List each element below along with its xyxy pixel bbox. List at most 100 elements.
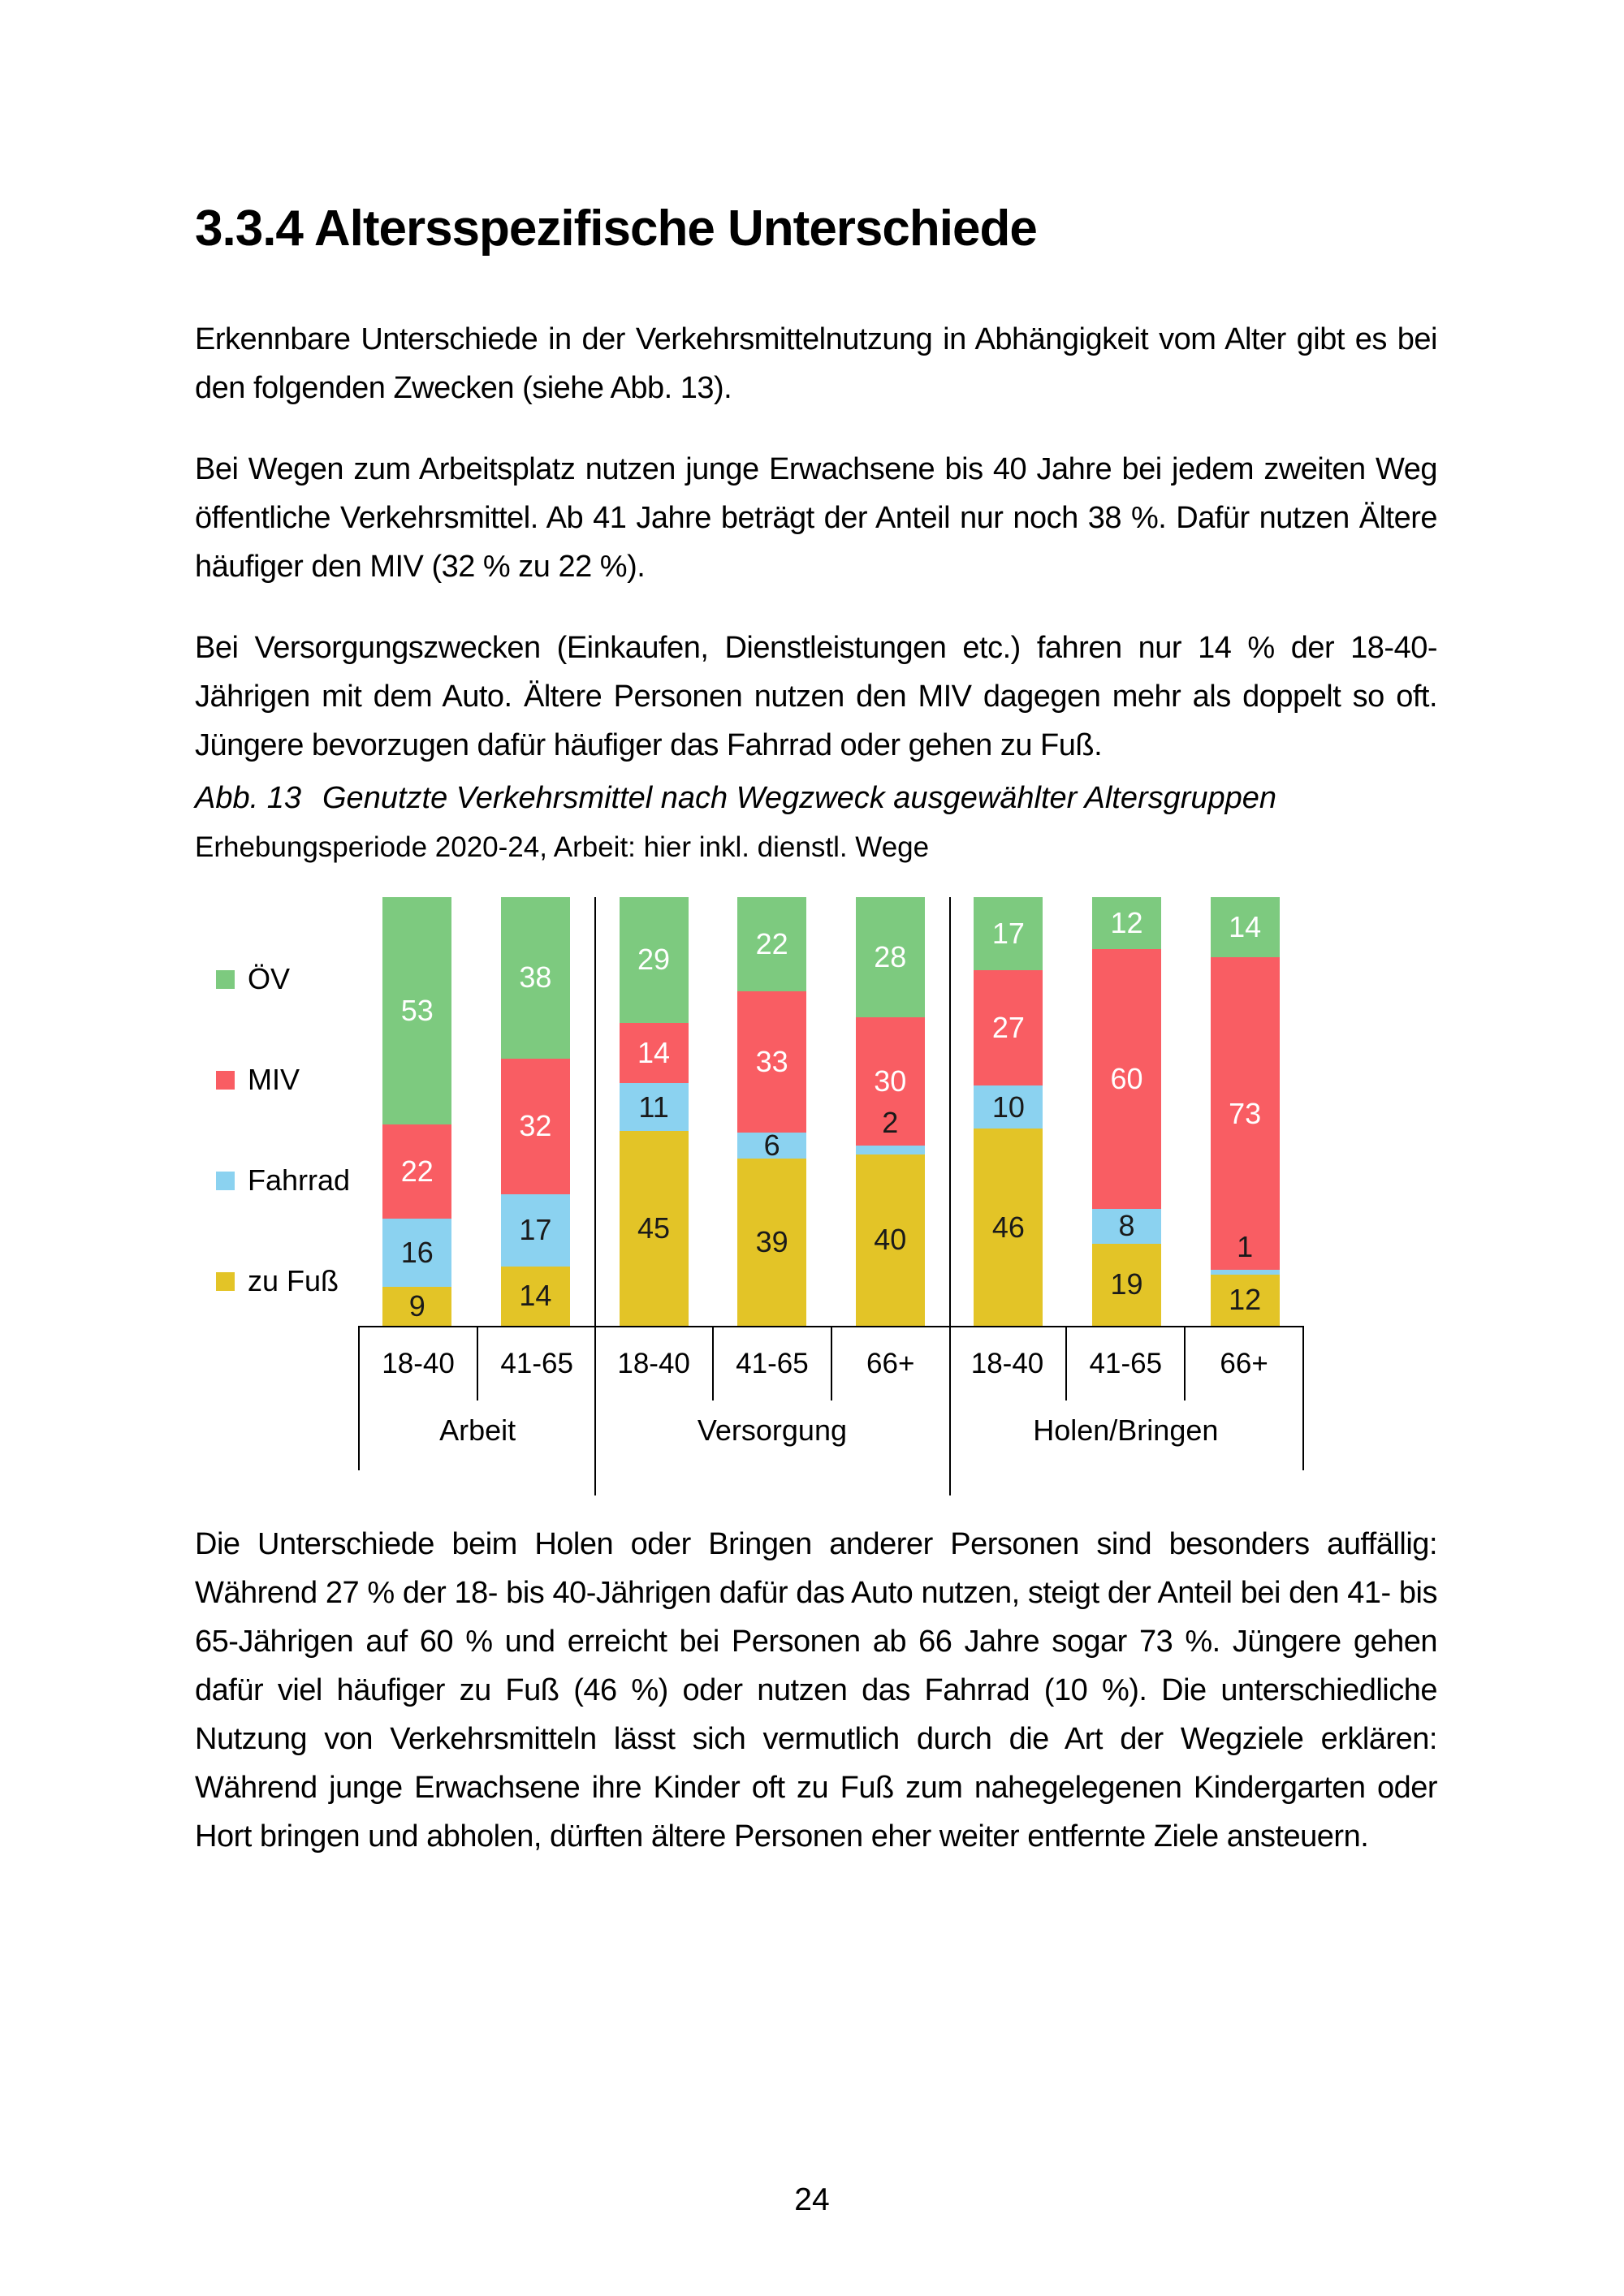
bar-value-label: 53 [400,993,434,1027]
bar-arbeit-18-40: 53 22 16 9 [382,897,452,1326]
bar-segment-oev: 14 [1210,897,1280,957]
bar-segment-zu-fuss: 9 [382,1287,452,1326]
bar-value-label: 8 [1118,1209,1135,1243]
bar-segment-miv: 73 [1210,956,1280,1271]
bar-segment-oev: 53 [382,897,452,1124]
axis-age-label: 66+ [1220,1348,1268,1379]
bar-segment-miv: 33 [737,991,807,1133]
bar-slot: 38 32 17 14 [477,897,595,1326]
paragraph-1: Erkennbare Unterschiede in der Verkehrsm… [195,322,1438,405]
bar-segment-fahrrad: 6 [737,1129,807,1163]
bar-segment-zu-fuss: 40 [855,1154,925,1326]
axis-age-label: 18-40 [949,1327,1068,1400]
axis-age-label: 18-40 [595,1327,715,1400]
axis-age-row: 18-40 41-65 18-40 41-65 66+ 18-40 41-65 66+ [360,1327,1302,1400]
bar-value-label: 32 [519,1109,552,1143]
bar-value-label: 2 [882,1106,899,1140]
bar-value-label: 9 [408,1289,425,1323]
bar-segment-fahrrad: 2 [855,1108,925,1154]
bar-segment-fahrrad: 10 [974,1085,1043,1129]
bar-value-label: 12 [1229,1283,1262,1317]
bar-slot: 22 33 6 39 [713,897,831,1326]
bar-slot: 12 60 8 19 [1068,897,1186,1326]
bar-segment-fahrrad: 8 [1092,1209,1162,1244]
axis-group-label-holen-bringen: Holen/Bringen [1033,1413,1219,1447]
axis-group-label-versorgung: Versorgung [697,1413,847,1447]
figure-caption-label: Abb. 13 [195,781,301,815]
bar-segment-oev: 28 [855,897,925,1017]
legend-label-fahrrad: Fahrrad [248,1163,351,1197]
bar-holen-bringen-66: 14 73 1 12 [1210,897,1280,1326]
bar-versorgung-66: 28 30 2 40 [855,897,925,1326]
bar-value-label: 22 [400,1154,434,1188]
bar-value-label: 14 [519,1279,552,1313]
bar-segment-oev: 38 [500,897,570,1059]
legend-label-zu-fuss: zu Fuß [248,1264,339,1297]
legend-swatch-miv [216,1070,235,1090]
bar-value-label: 14 [1229,909,1262,943]
bar-segment-zu-fuss: 19 [1092,1243,1162,1326]
bar-value-label: 38 [519,960,552,995]
plot-bars: 53 22 16 9 38 32 17 14 29 14 11 45 22 33 6 39 28 30 2 40 17 2… [358,897,1304,1326]
section-heading: 3.3.4 Altersspezifische Unterschiede [195,201,1038,257]
bar-segment-fahrrad: 16 [382,1218,452,1288]
legend-swatch-oev [216,969,235,989]
figure-caption: Abb. 13 Genutzte Verkehrsmittel nach Weg… [195,781,1437,816]
bar-segment-miv: 27 [974,969,1043,1086]
paragraph-3: Bei Versorgungszwecken (Einkaufen, Diens… [195,631,1438,762]
bar-slot: 29 14 11 45 [594,897,713,1326]
bar-value-label: 1 [1237,1230,1254,1264]
chart-legend: ÖV MIV Fahrrad zu Fuß [216,962,350,1298]
axis-age-label: 41-65 [500,1348,573,1379]
bar-value-label: 60 [1110,1062,1143,1095]
bar-segment-oev: 12 [1092,897,1162,949]
bar-segment-fahrrad: 1 [1210,1232,1280,1275]
group-separator-2 [949,897,951,1495]
bar-segment-miv: 60 [1092,949,1162,1209]
bar-slot: 14 73 1 12 [1186,897,1304,1326]
bar-segment-miv: 32 [500,1058,570,1194]
bar-value-label: 28 [874,939,907,973]
bar-segment-miv: 14 [619,1022,689,1084]
axis-group-row: Arbeit Versorgung Holen/Bringen [360,1400,1302,1472]
paragraph-4: Die Unterschiede beim Holen oder Bringen… [195,1527,1438,1854]
bar-value-label: 12 [1110,906,1143,939]
bar-slot: 28 30 2 40 [831,897,950,1326]
bar-holen-bringen-41-65: 12 60 8 19 [1092,897,1162,1326]
axis-age-group-holen-bringen: 18-40 41-65 66+ [949,1327,1302,1400]
bar-segment-fahrrad: 17 [500,1193,570,1267]
legend-item-oev: ÖV [216,962,350,996]
page-number: 24 [794,2182,830,2217]
axis-age-label: 41-65 [714,1327,832,1400]
legend-swatch-zu-fuss [216,1271,235,1291]
axis-age-label: 41-65 [1067,1327,1186,1400]
bar-value-label: 10 [991,1090,1025,1124]
bar-value-label: 17 [991,916,1025,950]
bar-value-label: 73 [1229,1096,1262,1130]
figure-subcaption: Erhebungsperiode 2020-24, Arbeit: hier i… [195,831,930,863]
bar-segment-fahrrad: 11 [619,1083,689,1131]
bar-segment-zu-fuss: 46 [974,1129,1043,1326]
chart-plot: 53 22 16 9 38 32 17 14 29 14 11 45 22 33 6 39 28 30 2 40 17 2… [358,897,1304,1498]
bar-value-label: 22 [755,927,788,961]
legend-item-miv: MIV [216,1063,350,1097]
figure-caption-text: Genutzte Verkehrsmittel nach Wegzweck au… [322,781,1277,815]
axis-age-label: 18-40 [360,1327,479,1400]
bar-value-label: 33 [755,1045,788,1079]
bar-value-label: 6 [763,1129,780,1163]
bar-segment-zu-fuss: 39 [737,1159,807,1326]
bar-value-label: 39 [755,1225,788,1259]
bar-group-versorgung: 29 14 11 45 22 33 6 39 28 30 2 40 [594,897,949,1326]
bar-value-label: 27 [991,1011,1025,1045]
legend-item-fahrrad: Fahrrad [216,1163,350,1198]
bar-segment-zu-fuss: 45 [619,1130,689,1326]
category-axis: 18-40 41-65 18-40 41-65 66+ 18-40 41-65 66+ Arb… [358,1326,1304,1470]
bar-segment-miv: 30 [855,1016,925,1146]
legend-label-oev: ÖV [248,962,291,995]
bar-value-label: 40 [874,1223,907,1257]
bar-value-label: 30 [874,1064,907,1098]
bar-value-label: 45 [637,1211,671,1245]
bar-value-label: 29 [637,943,671,977]
bar-versorgung-18-40: 29 14 11 45 [619,897,689,1326]
